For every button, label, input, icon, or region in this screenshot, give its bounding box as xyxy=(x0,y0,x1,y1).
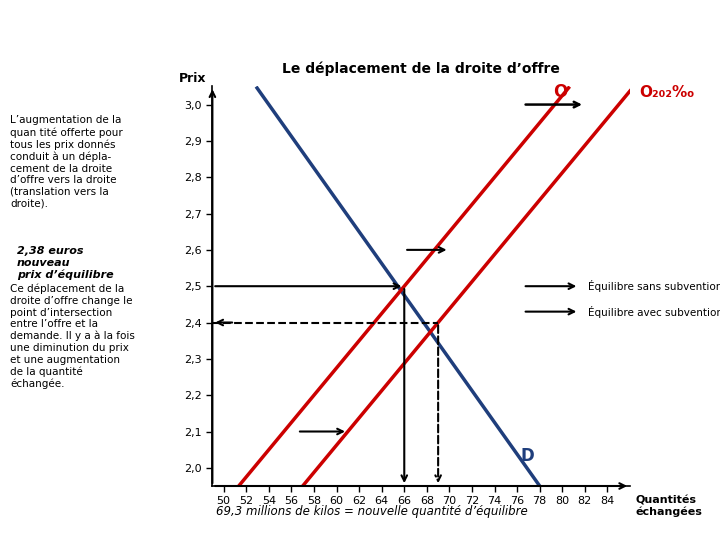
Text: Quantités
échangées: Quantités échangées xyxy=(636,495,703,517)
Text: 2,38 euros
nouveau
prix d’équilibre: 2,38 euros nouveau prix d’équilibre xyxy=(17,246,113,280)
Text: Équilibre avec subvention: Équilibre avec subvention xyxy=(588,306,720,318)
Title: Le déplacement de la droite d’offre: Le déplacement de la droite d’offre xyxy=(282,61,560,76)
Text: 69,3 millions de kilos = nouvelle quantité d’équilibre: 69,3 millions de kilos = nouvelle quanti… xyxy=(216,505,528,518)
Text: L’augmentation de la
quan tité offerte pour
tous les prix donnés
conduit à un dé: L’augmentation de la quan tité offerte p… xyxy=(10,116,123,208)
Text: Les effets d’une subvention à la production sur l’équilibre: Les effets d’une subvention à la product… xyxy=(7,22,647,43)
Text: Ce déplacement de la
droite d’offre change le
point d’intersection
entre l’offre: Ce déplacement de la droite d’offre chan… xyxy=(10,284,135,389)
Text: Prix: Prix xyxy=(179,72,207,85)
Text: D: D xyxy=(521,447,534,464)
Text: O: O xyxy=(553,83,567,102)
Text: Équilibre sans subvention: Équilibre sans subvention xyxy=(588,280,720,292)
Text: O₂₀₂‰: O₂₀₂‰ xyxy=(639,85,694,100)
